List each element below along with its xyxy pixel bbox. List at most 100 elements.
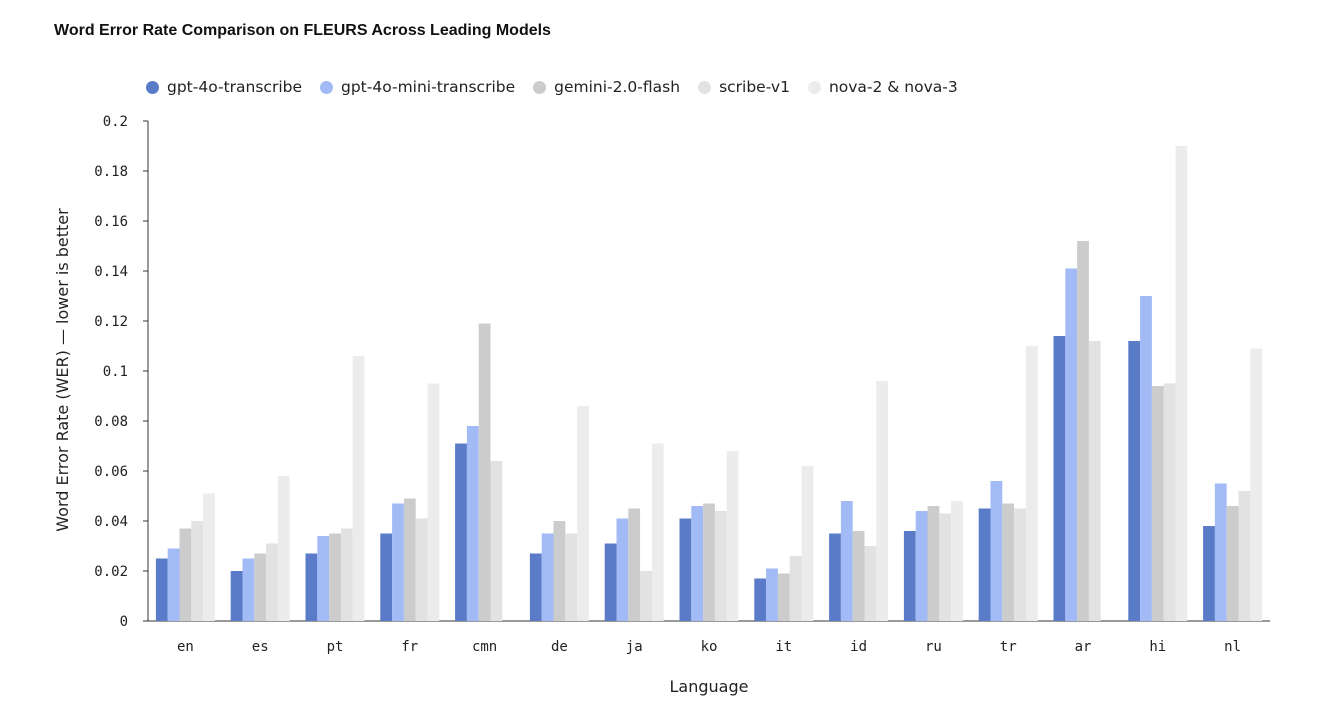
- bar: [553, 521, 566, 621]
- bar: [829, 533, 841, 621]
- y-tick-label: 0.06: [94, 464, 128, 480]
- bar: [927, 506, 940, 621]
- bar: [1065, 268, 1078, 621]
- bar: [415, 518, 428, 621]
- legend-label: gpt-4o-transcribe: [167, 78, 302, 96]
- bar: [541, 533, 554, 621]
- legend-item: nova-2 & nova-3: [807, 78, 958, 96]
- y-tick-label: 0.08: [94, 414, 128, 430]
- x-tick-label: it: [775, 639, 792, 655]
- bar: [1025, 346, 1038, 621]
- y-tick-label: 0.1: [103, 364, 128, 380]
- bar: [329, 533, 341, 621]
- bar: [703, 503, 715, 621]
- x-tick-label: ko: [701, 639, 718, 655]
- legend-swatch: [320, 80, 333, 94]
- bar: [427, 383, 440, 621]
- bar: [628, 508, 641, 621]
- y-axis-title: Word Error Rate (WER) — lower is better: [53, 208, 72, 532]
- bar: [266, 543, 278, 621]
- bar: [478, 323, 491, 621]
- x-tick-label: ar: [1075, 639, 1092, 655]
- legend-swatch: [807, 80, 821, 94]
- bar: [951, 501, 963, 621]
- legend-swatch: [698, 80, 712, 94]
- bar: [1203, 526, 1215, 621]
- legend-item: gemini-2.0-flash: [533, 78, 680, 96]
- legend-label: scribe-v1: [719, 78, 790, 96]
- bar: [1226, 506, 1239, 621]
- legend-item: gpt-4o-mini-transcribe: [320, 78, 515, 96]
- bar: [789, 556, 802, 621]
- bar: [577, 406, 589, 621]
- bar: [651, 443, 664, 621]
- bar: [242, 558, 255, 621]
- bar: [990, 481, 1003, 621]
- bar: [455, 443, 467, 621]
- y-tick-label: 0.02: [94, 564, 128, 580]
- bar: [254, 553, 267, 621]
- bar: [155, 558, 168, 621]
- bar: [1077, 241, 1089, 621]
- y-tick-label: 0.16: [94, 214, 128, 230]
- bar: [766, 568, 778, 621]
- bar: [1128, 341, 1141, 621]
- bar: [726, 451, 739, 621]
- bar: [840, 501, 853, 621]
- x-tick-label: cmn: [472, 639, 497, 655]
- legend-swatch: [146, 80, 159, 94]
- bar: [604, 543, 617, 621]
- legend-label: gemini-2.0-flash: [554, 78, 681, 96]
- bar: [714, 511, 727, 621]
- bar: [392, 503, 404, 621]
- bar: [1238, 491, 1251, 621]
- bar: [1088, 341, 1101, 621]
- y-tick-label: 0: [120, 614, 128, 630]
- bar: [978, 508, 991, 621]
- bar: [380, 533, 393, 621]
- bar: [1163, 383, 1176, 621]
- bar: [616, 518, 629, 621]
- x-axis-title: Language: [670, 677, 749, 696]
- bar: [1175, 146, 1188, 621]
- y-tick-label: 0.18: [94, 164, 128, 180]
- bar: [529, 553, 542, 621]
- bar: [801, 466, 814, 621]
- legend-swatch: [533, 80, 547, 94]
- x-tick-label: id: [850, 639, 867, 655]
- bar: [1214, 483, 1227, 621]
- legend-item: gpt-4o-transcribe: [146, 78, 302, 96]
- bar: [230, 571, 243, 621]
- legend-item: scribe-v1: [698, 78, 790, 96]
- y-tick-label: 0.12: [94, 314, 128, 330]
- bar: [777, 573, 790, 621]
- y-tick-label: 0.14: [94, 264, 128, 280]
- bar: [565, 533, 578, 621]
- x-tick-label: fr: [401, 639, 418, 655]
- legend-label: gpt-4o-mini-transcribe: [341, 78, 516, 96]
- bar: [903, 531, 916, 621]
- chart-title: Word Error Rate Comparison on FLEURS Acr…: [54, 22, 551, 39]
- bar: [403, 498, 416, 621]
- bar: [191, 521, 204, 621]
- bar: [277, 476, 290, 621]
- x-tick-label: tr: [1000, 639, 1017, 655]
- bar: [864, 546, 877, 621]
- legend-label: nova-2 & nova-3: [828, 78, 958, 96]
- x-axis: en es pt fr cmn de ja ko it id ru tr ar hi nl: [148, 620, 1270, 655]
- bar: [852, 531, 865, 621]
- bar: [1151, 386, 1164, 621]
- x-tick-label: es: [252, 639, 269, 655]
- bar: [876, 381, 889, 621]
- bar: [352, 356, 365, 621]
- chart-legend: gpt-4o-transcribe gpt-4o-mini-transcribe g…: [146, 78, 958, 96]
- bar: [340, 528, 353, 621]
- bar: [915, 511, 928, 621]
- x-tick-label: ja: [626, 639, 643, 655]
- y-tick-label: 0.2: [103, 114, 128, 130]
- bar: [754, 578, 767, 621]
- x-tick-label: en: [177, 639, 194, 655]
- y-axis: 0 0.02 0.04 0.06 0.08 0.1 0.12 0.14 0.16 0.18 0.2: [94, 114, 149, 630]
- bar: [490, 461, 503, 621]
